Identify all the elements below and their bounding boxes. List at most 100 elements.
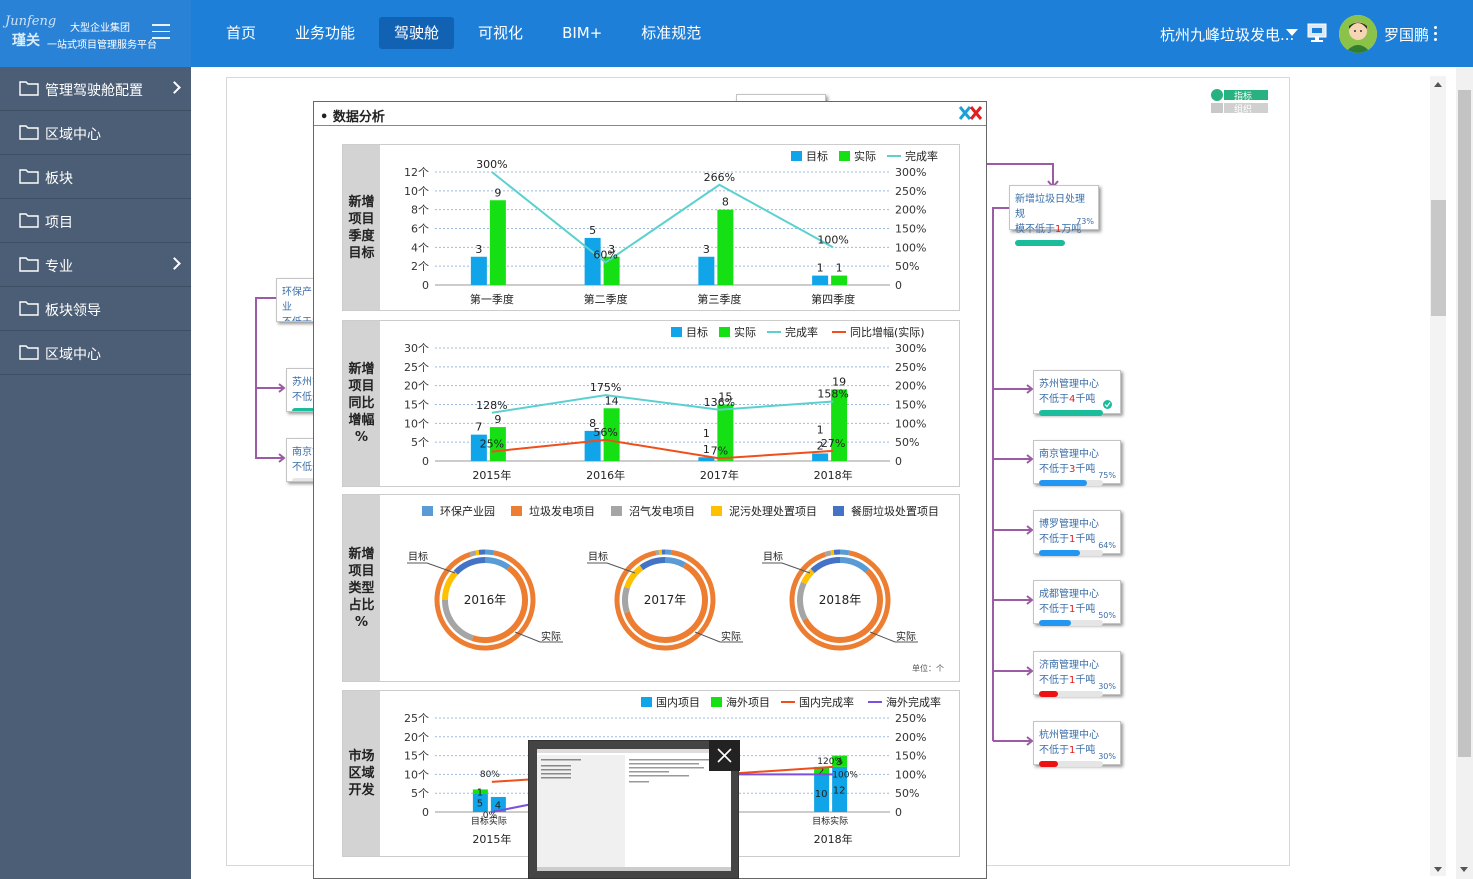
bar	[489, 427, 506, 461]
legend-swatch	[422, 506, 433, 516]
donut-slice-actual	[434, 550, 536, 651]
bar-value-label: 1	[477, 787, 483, 798]
bar-sub-label: 目标	[812, 815, 830, 827]
series-line	[491, 438, 834, 460]
y2-tick-label: 250%	[895, 361, 926, 374]
y-tick-label: 20个	[404, 731, 429, 744]
y2-tick-label: 50%	[895, 787, 919, 800]
chart-mark	[717, 748, 732, 763]
donut-slice-target	[453, 557, 486, 575]
sidebar-item-label: 区域中心	[45, 347, 101, 363]
org-right-card[interactable]: 杭州管理中心 不低于1千吨 30%	[1033, 721, 1121, 767]
org-card-target: 4	[1069, 394, 1076, 405]
user-name[interactable]: 罗国鹏	[1384, 26, 1430, 44]
chart-mark	[1434, 867, 1442, 872]
monitor-icon[interactable]	[1306, 22, 1328, 44]
org-right-card[interactable]: 苏州管理中心 不低于4千吨	[1033, 370, 1121, 416]
close-icon[interactable]	[709, 740, 740, 771]
org-card-line1: 成都管理中心	[1039, 589, 1099, 600]
org-right-card[interactable]: 博罗管理中心 不低于1千吨 64%	[1033, 510, 1121, 556]
toggle-indicator[interactable]: 指标	[1234, 90, 1252, 102]
donut-slice-target	[802, 568, 883, 643]
close-preview-button[interactable]	[709, 740, 740, 771]
legend-label: 垃圾发电项目	[529, 504, 595, 518]
x-tick-label: 第三季度	[697, 292, 741, 306]
chart-mark	[1211, 103, 1223, 113]
bar-value-label: 1	[817, 262, 824, 275]
line-value-label: 300%	[476, 158, 507, 171]
inner-scrollbar[interactable]	[1430, 76, 1446, 876]
toggle-org[interactable]: 组织	[1234, 103, 1252, 115]
more-icon[interactable]	[1434, 26, 1438, 42]
org-card-line1: 杭州管理中心	[1039, 730, 1099, 741]
nav-item[interactable]: 可视化	[478, 24, 524, 42]
caret-down-icon[interactable]	[1286, 29, 1298, 36]
x-tick-label: 2018年	[814, 832, 853, 846]
nav-item[interactable]: BIM+	[562, 24, 603, 42]
sidebar-item[interactable]: 区域中心	[0, 331, 191, 375]
bar-value-label: 10	[815, 789, 828, 800]
org-top-card[interactable]: 新增垃圾日处理规 模不低于1万吨 73%	[1009, 185, 1099, 246]
donut-center-label: 2018年	[819, 593, 862, 607]
nav-item[interactable]: 业务功能	[295, 24, 356, 42]
x-tick-label: 2015年	[472, 468, 511, 482]
org-right-card[interactable]: 济南管理中心 不低于1千吨 30%	[1033, 651, 1121, 697]
bar	[470, 256, 487, 285]
y-tick-label: 25个	[404, 712, 429, 725]
org-card-pct: 73%	[1076, 217, 1094, 226]
project-selector[interactable]: 杭州九峰垃圾发电...	[1160, 26, 1295, 44]
inner-scrollbar-thumb[interactable]	[1431, 200, 1446, 316]
legend-swatch	[791, 151, 802, 161]
panel-label-line: 占比	[348, 597, 375, 613]
chart-mark	[537, 867, 731, 871]
scroll-up-icon[interactable]	[1433, 80, 1443, 88]
chart-mark	[1315, 37, 1319, 40]
page-scrollbar-thumb[interactable]	[1458, 90, 1471, 757]
sidebar-item[interactable]: 板块	[0, 155, 191, 199]
y2-tick-label: 100%	[895, 417, 926, 430]
legend-label: 实际	[854, 149, 876, 163]
donut-slice-target	[622, 586, 630, 614]
sidebar-item[interactable]: 区域中心	[0, 111, 191, 155]
org-card-line2: 不低于	[1039, 604, 1069, 615]
logo[interactable]: Junfeng 瑾关 大型企业集团 一站式项目管理服务平台	[0, 0, 191, 67]
line-value-label: 266%	[704, 171, 735, 184]
sidebar-item[interactable]: 项目	[0, 199, 191, 243]
preview-thumbnail[interactable]	[528, 740, 739, 879]
sidebar: 管理驾驶舱配置 区域中心 板块 项目 专业 板块领导 区域中心	[0, 67, 191, 879]
donut-slice-target	[442, 599, 474, 641]
org-card-unit: 千吨	[1075, 745, 1096, 756]
bar	[489, 200, 506, 285]
donut-slice-target	[810, 557, 841, 574]
view-toggle[interactable]: 指标 组织	[1210, 89, 1270, 119]
sidebar-item[interactable]: 专业	[0, 243, 191, 287]
org-right-card[interactable]: 成都管理中心 不低于1千吨 50%	[1033, 580, 1121, 626]
sidebar-item[interactable]: 管理驾驶舱配置	[0, 67, 191, 111]
sidebar-item[interactable]: 板块领导	[0, 287, 191, 331]
y-tick-label: 5个	[411, 787, 429, 800]
dialog-header: • 数据分析	[314, 102, 986, 126]
chart-mark	[541, 759, 581, 779]
chart-mark	[1211, 89, 1223, 101]
line-value-label: 158%	[817, 387, 848, 400]
donut-hole	[629, 564, 701, 636]
nav-item[interactable]: 首页	[226, 24, 257, 42]
donut-slice-target	[639, 557, 666, 571]
nav-item[interactable]: 驾驶舱	[379, 17, 455, 49]
chart-mark	[19, 213, 39, 228]
donut-slice-target	[484, 557, 511, 571]
avatar[interactable]	[1339, 15, 1377, 53]
panel-label: 新增 项目 类型 占比%	[343, 495, 380, 681]
org-card-line2: 不低于	[292, 392, 322, 403]
org-card-target: 1	[1069, 675, 1076, 686]
nav-item[interactable]: 标准规范	[641, 24, 702, 42]
org-right-card[interactable]: 南京管理中心 不低于3千吨 75%	[1033, 440, 1121, 486]
folder-icon	[19, 345, 39, 360]
page-scroll-down-icon[interactable]	[1459, 866, 1469, 874]
y2-tick-label: 50%	[895, 260, 919, 273]
org-card-target: 1	[1069, 604, 1076, 615]
menu-toggle-icon[interactable]	[152, 24, 170, 40]
close-dialog-icon[interactable]	[959, 105, 983, 121]
scroll-down-icon[interactable]	[1433, 866, 1443, 874]
bar-value-label: 12	[833, 785, 846, 796]
